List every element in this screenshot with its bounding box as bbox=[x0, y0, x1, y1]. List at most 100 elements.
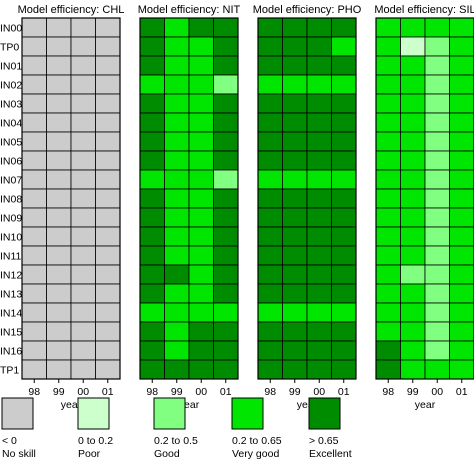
cell-chl-in01-98 bbox=[21, 55, 47, 76]
cell-sil-in14-01 bbox=[449, 302, 474, 323]
cell-pho-in13-01 bbox=[331, 283, 357, 304]
cell-nit-tp0-99 bbox=[164, 36, 190, 57]
cell-pho-in00-00 bbox=[306, 17, 332, 38]
cell-sil-in14-99 bbox=[400, 302, 426, 323]
cell-sil-in12-01 bbox=[449, 264, 474, 285]
cell-nit-in10-00 bbox=[188, 226, 214, 247]
cell-nit-in00-99 bbox=[164, 17, 190, 38]
cell-sil-in06-98 bbox=[375, 150, 401, 171]
cell-nit-in10-01 bbox=[213, 226, 239, 247]
cell-pho-in16-98 bbox=[257, 340, 283, 361]
cell-nit-in08-98 bbox=[139, 188, 165, 209]
cell-sil-in00-00 bbox=[424, 17, 450, 38]
row-label-tp1: TP1 bbox=[0, 365, 19, 377]
cell-nit-in07-00 bbox=[188, 169, 214, 190]
cell-nit-in15-01 bbox=[213, 321, 239, 342]
cell-nit-in03-01 bbox=[213, 93, 239, 114]
cell-nit-tp1-01 bbox=[213, 359, 239, 380]
cell-chl-in04-01 bbox=[95, 112, 121, 133]
x-tick-label-sil-98: 98 bbox=[382, 386, 394, 398]
cell-nit-in08-00 bbox=[188, 188, 214, 209]
cell-pho-in06-98 bbox=[257, 150, 283, 171]
cell-chl-in09-01 bbox=[95, 207, 121, 228]
cell-pho-in03-98 bbox=[257, 93, 283, 114]
cell-nit-tp1-99 bbox=[164, 359, 190, 380]
cell-sil-in10-99 bbox=[400, 226, 426, 247]
cell-chl-in02-00 bbox=[70, 74, 96, 95]
cell-sil-in05-01 bbox=[449, 131, 474, 152]
cell-nit-in11-98 bbox=[139, 245, 165, 266]
cell-pho-in05-98 bbox=[257, 131, 283, 152]
legend-swatch-verygood bbox=[231, 397, 264, 430]
cell-nit-in05-98 bbox=[139, 131, 165, 152]
cell-sil-tp0-01 bbox=[449, 36, 474, 57]
cell-sil-in06-01 bbox=[449, 150, 474, 171]
cell-pho-in16-00 bbox=[306, 340, 332, 361]
cell-pho-tp0-99 bbox=[282, 36, 308, 57]
cell-chl-in03-99 bbox=[46, 93, 72, 114]
row-label-in10: IN10 bbox=[0, 232, 22, 244]
cell-chl-in15-00 bbox=[70, 321, 96, 342]
cell-nit-in16-99 bbox=[164, 340, 190, 361]
legend-label-poor: Poor bbox=[78, 448, 101, 460]
cell-sil-in09-99 bbox=[400, 207, 426, 228]
cell-sil-in11-00 bbox=[424, 245, 450, 266]
cell-chl-in16-98 bbox=[21, 340, 47, 361]
cell-nit-in07-98 bbox=[139, 169, 165, 190]
cell-nit-in06-00 bbox=[188, 150, 214, 171]
cell-sil-in10-98 bbox=[375, 226, 401, 247]
cell-nit-in04-01 bbox=[213, 112, 239, 133]
cell-sil-in05-99 bbox=[400, 131, 426, 152]
row-label-in13: IN13 bbox=[0, 289, 22, 301]
cell-chl-in00-99 bbox=[46, 17, 72, 38]
cell-nit-in09-01 bbox=[213, 207, 239, 228]
cell-pho-in03-99 bbox=[282, 93, 308, 114]
cell-pho-in06-00 bbox=[306, 150, 332, 171]
cell-sil-in06-00 bbox=[424, 150, 450, 171]
legend-range-good: 0.2 to 0.5 bbox=[154, 435, 198, 447]
row-label-in14: IN14 bbox=[0, 308, 22, 320]
cell-pho-in10-00 bbox=[306, 226, 332, 247]
cell-chl-in11-00 bbox=[70, 245, 96, 266]
cell-pho-in08-99 bbox=[282, 188, 308, 209]
cell-sil-in12-98 bbox=[375, 264, 401, 285]
cell-chl-in10-01 bbox=[95, 226, 121, 247]
cell-pho-in16-99 bbox=[282, 340, 308, 361]
cell-pho-in13-00 bbox=[306, 283, 332, 304]
cell-nit-in09-98 bbox=[139, 207, 165, 228]
cell-chl-in03-00 bbox=[70, 93, 96, 114]
cell-chl-tp1-99 bbox=[46, 359, 72, 380]
cell-sil-in16-99 bbox=[400, 340, 426, 361]
cell-chl-in11-01 bbox=[95, 245, 121, 266]
cell-nit-in07-99 bbox=[164, 169, 190, 190]
x-tick-label-pho-99: 99 bbox=[289, 386, 301, 398]
cell-nit-in01-99 bbox=[164, 55, 190, 76]
cell-pho-tp0-98 bbox=[257, 36, 283, 57]
cell-pho-in13-99 bbox=[282, 283, 308, 304]
cell-chl-in08-98 bbox=[21, 188, 47, 209]
cell-chl-in07-98 bbox=[21, 169, 47, 190]
cell-sil-in15-98 bbox=[375, 321, 401, 342]
cell-pho-in08-00 bbox=[306, 188, 332, 209]
cell-pho-in00-99 bbox=[282, 17, 308, 38]
cell-chl-in16-01 bbox=[95, 340, 121, 361]
cell-pho-in03-01 bbox=[331, 93, 357, 114]
cell-chl-tp0-99 bbox=[46, 36, 72, 57]
cell-sil-in11-98 bbox=[375, 245, 401, 266]
cell-chl-in00-01 bbox=[95, 17, 121, 38]
cell-sil-in02-00 bbox=[424, 74, 450, 95]
cell-nit-in03-99 bbox=[164, 93, 190, 114]
x-tick-label-chl-00: 00 bbox=[77, 386, 89, 398]
row-label-in16: IN16 bbox=[0, 346, 22, 358]
cell-pho-in02-01 bbox=[331, 74, 357, 95]
cell-sil-tp1-99 bbox=[400, 359, 426, 380]
cell-nit-in14-98 bbox=[139, 302, 165, 323]
cell-nit-in13-01 bbox=[213, 283, 239, 304]
cell-chl-in12-01 bbox=[95, 264, 121, 285]
cell-pho-in11-00 bbox=[306, 245, 332, 266]
cell-chl-in03-98 bbox=[21, 93, 47, 114]
cell-pho-tp1-00 bbox=[306, 359, 332, 380]
cell-pho-in12-01 bbox=[331, 264, 357, 285]
cell-nit-in13-00 bbox=[188, 283, 214, 304]
cell-sil-in14-00 bbox=[424, 302, 450, 323]
